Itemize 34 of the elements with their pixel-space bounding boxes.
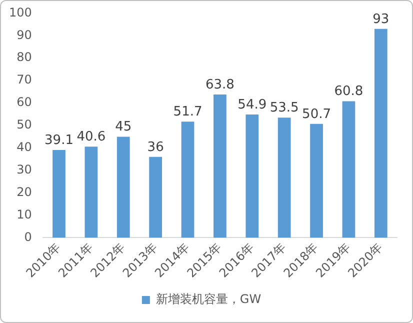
data-label: 60.8 [334, 84, 364, 100]
y-tick-label: 50 [16, 118, 32, 132]
bar [149, 156, 162, 238]
data-label: 50.7 [302, 106, 331, 122]
bar [342, 101, 356, 238]
bar [214, 94, 226, 238]
y-tick-label: 100 [9, 5, 32, 20]
y-tick-label: 0 [24, 230, 32, 244]
bar [310, 124, 323, 238]
bar [278, 118, 291, 238]
bar [84, 146, 98, 238]
data-label: 54.9 [238, 97, 267, 112]
bar [52, 150, 66, 238]
y-tick-label: 40 [16, 140, 32, 154]
data-label: 51.7 [173, 104, 202, 120]
y-tick-label: 30 [16, 162, 32, 176]
legend-label: 新增装机容量，GW [156, 292, 262, 306]
data-label: 39.1 [44, 132, 74, 148]
y-tick-label: 70 [16, 72, 32, 87]
bar [116, 136, 130, 238]
y-tick-label: 90 [16, 28, 32, 42]
bar [246, 114, 259, 238]
data-label: 53.5 [270, 100, 299, 116]
y-tick-label: 10 [16, 207, 32, 222]
y-tick-label: 80 [16, 50, 32, 64]
y-tick-label: 20 [16, 184, 32, 199]
data-label: 45 [115, 120, 132, 135]
bar [374, 28, 388, 238]
y-tick-label: 60 [16, 95, 32, 110]
bar [181, 122, 194, 238]
data-label: 36 [147, 140, 164, 155]
data-label: 63.8 [205, 77, 234, 92]
data-label: 93 [372, 12, 390, 27]
data-label: 40.6 [76, 129, 106, 144]
